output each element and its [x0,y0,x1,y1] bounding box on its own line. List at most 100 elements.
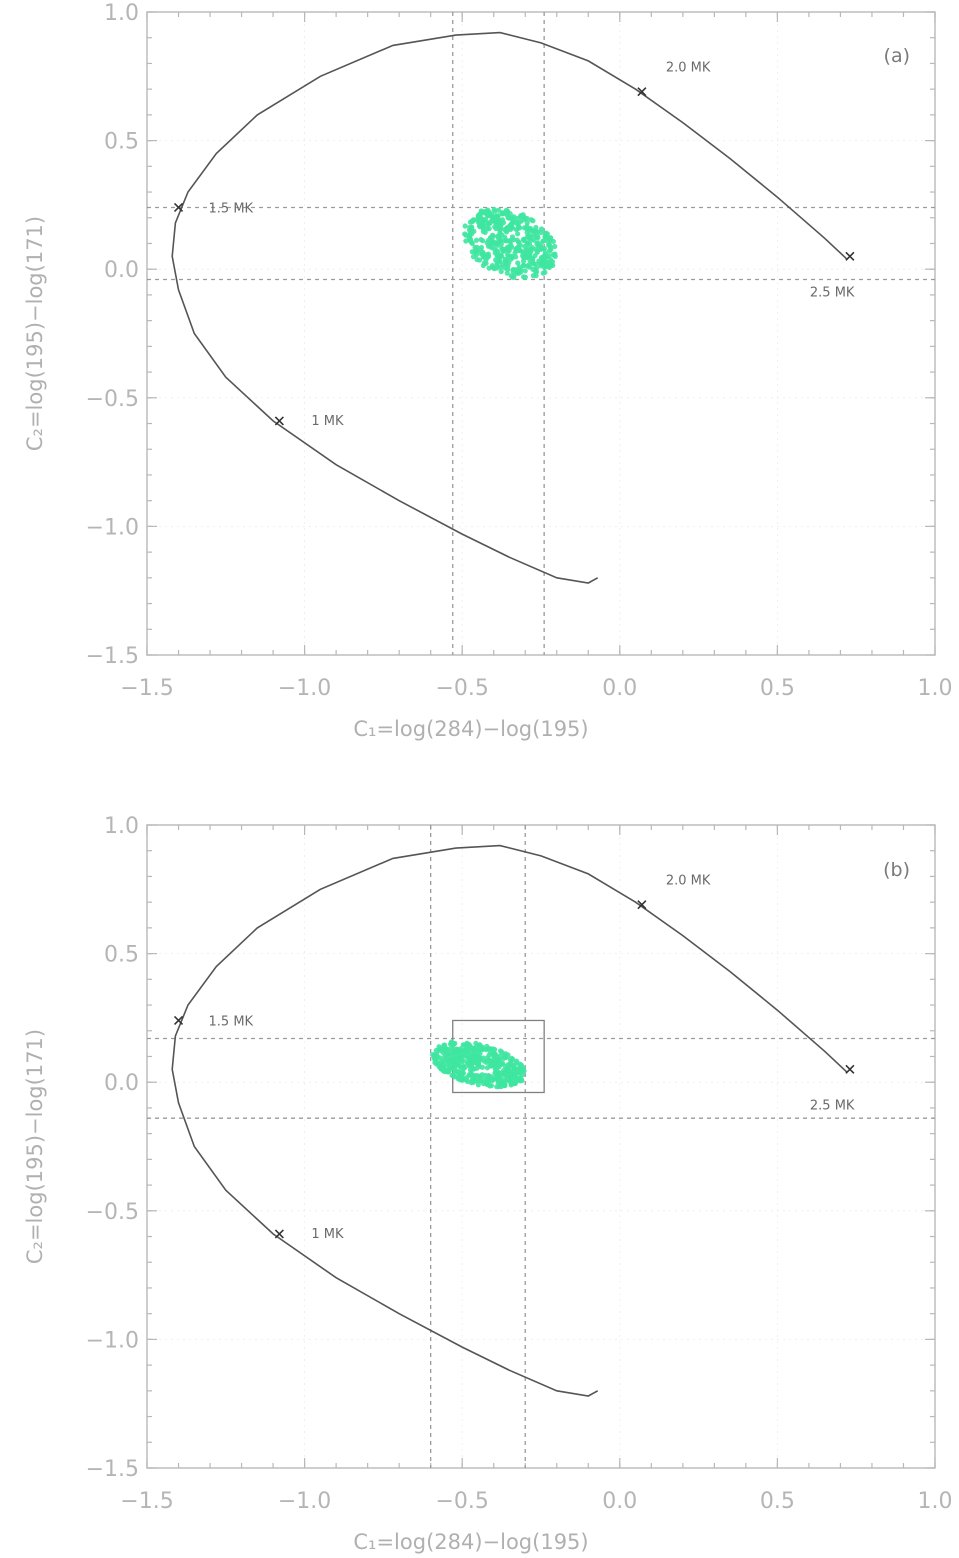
cloud-point [444,1069,450,1075]
cloud-point [484,240,490,246]
cloud-point [455,1076,462,1082]
cloud-point [499,210,506,217]
cloud-point [548,246,554,253]
cloud-point [492,1051,498,1057]
cloud-point [486,221,492,227]
cloud-point [504,1076,510,1083]
cloud-point [488,1059,494,1065]
cloud-point [489,214,495,220]
cloud-point [540,270,546,276]
cloud-point [518,213,524,219]
cloud-point [546,253,552,259]
cloud-point [477,1046,483,1052]
cloud-point [507,1056,513,1063]
cloud-point [536,258,542,264]
temperature-marker [637,900,647,910]
cloud-point [478,214,484,220]
cloud-point [517,269,524,275]
x-tick-label: 0.5 [760,676,795,701]
cloud-point [493,257,499,263]
temperature-marker [173,1015,184,1026]
y-tick-label: 0.0 [104,1071,139,1096]
cloud-point [507,238,513,244]
x-tick-label: −1.5 [120,676,173,701]
cloud-point [474,217,480,223]
cloud-point [546,264,552,270]
cloud-point [470,1046,476,1052]
cloud-point [524,223,530,230]
cloud-point [495,235,502,241]
y-tick-label: 1.0 [104,814,139,839]
cloud-point [543,230,549,236]
cloud-point [520,258,527,264]
cloud-point [448,1065,455,1071]
cloud-point [467,1072,474,1078]
cloud-point [464,1060,471,1066]
cloud-point [480,1076,486,1082]
cloud-point [497,1081,504,1087]
cloud-point [466,1054,472,1061]
cloud-point [496,217,502,223]
cloud-point [463,232,469,238]
chart-panel-a: −1.5 −1.0 −0.5 0.0 0.5 1.0 −1.5 −1.0 −0.5 0.0 0.5 1… [23,1,953,741]
cloud-point [496,1070,502,1076]
cloud-point [509,234,516,240]
cloud-point [489,1063,495,1069]
cloud-point [475,1082,481,1088]
cloud-point [497,226,504,232]
x-tick-label: −1.5 [120,1489,173,1514]
x-tick-label: 1.0 [918,1489,953,1514]
temperature-label: 2.0 MK [666,874,711,889]
cloud-point [506,248,512,254]
cloud-point [542,252,548,258]
cloud-point [444,1046,450,1053]
cloud-point [511,272,517,279]
cloud-point [508,1063,514,1069]
cloud-point [502,1054,508,1060]
cloud-point [431,1055,437,1061]
cloud-point [512,1075,518,1081]
cloud-point [433,1061,440,1067]
x-tick-label: 0.0 [602,676,637,701]
cloud-point [535,240,541,246]
cloud-point [522,268,528,274]
cloud-point [524,253,530,259]
cloud-point [498,264,504,270]
temperature-curve [171,31,848,584]
y-tick-label: 0.5 [104,130,139,155]
cloud-point [487,1083,493,1089]
cloud-point [517,1061,523,1067]
cloud-point [466,235,472,242]
cloud-point [480,1055,487,1061]
cloud-point [530,228,537,234]
cloud-point [492,208,498,214]
cloud-point [476,257,483,263]
temperature-label: 1 MK [311,1227,344,1242]
cloud-point [530,218,536,224]
temperature-marker [274,1229,284,1239]
cloud-point [494,1062,500,1068]
cloud-point [480,1081,487,1087]
cloud-point [473,1078,480,1084]
cloud-point [497,221,503,227]
cloud-point [452,1047,458,1053]
cloud-point [460,1070,466,1076]
y-tick-label: 0.0 [104,258,139,283]
cloud-point [456,1063,463,1069]
cloud-point [504,209,511,216]
cloud-point [550,252,556,258]
cloud-point [522,274,528,280]
cloud-point [507,222,513,229]
cloud-point [530,266,536,272]
temperature-label: 1.5 MK [209,1014,254,1029]
cloud-point [498,252,504,259]
cloud-point [513,247,519,254]
cloud-point [469,240,475,247]
cloud-point [474,244,480,251]
y-tick-label: −1.5 [86,644,139,669]
cloud-point [520,253,526,259]
y-axis-label: C₂=log(195)−log(171) [23,1029,47,1264]
temperature-label: 1.5 MK [209,201,254,216]
cloud-point [463,1077,469,1083]
